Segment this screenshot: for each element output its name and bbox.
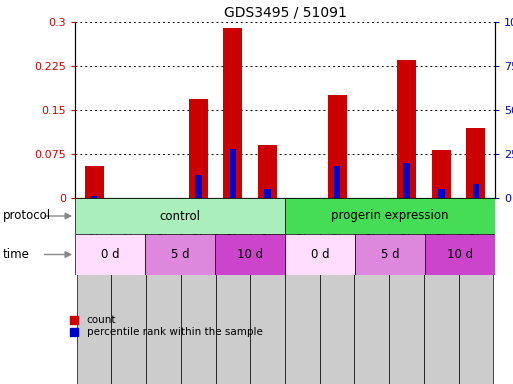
Bar: [425, 234, 495, 275]
Legend: count, percentile rank within the sample: count, percentile rank within the sample: [70, 315, 263, 337]
Bar: [397, 60, 416, 198]
Bar: [327, 95, 347, 198]
Bar: [189, 99, 208, 198]
Text: time: time: [3, 248, 29, 261]
Text: GSM255832: GSM255832: [402, 200, 411, 259]
Text: GSM255808: GSM255808: [193, 200, 203, 259]
Bar: [91, 196, 97, 198]
Bar: [459, 198, 494, 384]
Text: GSM255807: GSM255807: [159, 200, 168, 259]
Bar: [111, 198, 146, 384]
Text: control: control: [160, 210, 201, 222]
Text: GSM255833: GSM255833: [436, 200, 446, 259]
Bar: [215, 234, 285, 275]
Bar: [431, 150, 451, 198]
Bar: [258, 145, 277, 198]
Bar: [250, 198, 285, 384]
Bar: [215, 198, 250, 384]
Bar: [320, 198, 354, 384]
Text: GSM255834: GSM255834: [471, 200, 481, 259]
Text: GSM255809: GSM255809: [228, 200, 238, 259]
Text: GSM255774: GSM255774: [89, 200, 99, 259]
Bar: [145, 234, 215, 275]
Bar: [355, 234, 425, 275]
Bar: [285, 198, 320, 384]
Bar: [146, 198, 181, 384]
Bar: [472, 184, 479, 198]
Text: 5 d: 5 d: [381, 248, 399, 261]
Bar: [354, 198, 389, 384]
Bar: [403, 163, 410, 198]
Bar: [75, 198, 285, 234]
Bar: [334, 166, 341, 198]
Text: 5 d: 5 d: [171, 248, 189, 261]
Bar: [424, 198, 459, 384]
Bar: [285, 234, 355, 275]
Bar: [85, 166, 104, 198]
Text: 10 d: 10 d: [237, 248, 263, 261]
Bar: [75, 234, 145, 275]
Text: protocol: protocol: [3, 210, 51, 222]
Title: GDS3495 / 51091: GDS3495 / 51091: [224, 5, 346, 20]
Text: 0 d: 0 d: [311, 248, 329, 261]
Text: 10 d: 10 d: [447, 248, 473, 261]
Bar: [438, 189, 445, 198]
Bar: [285, 198, 495, 234]
Bar: [389, 198, 424, 384]
Bar: [181, 198, 215, 384]
Bar: [466, 127, 485, 198]
Text: GSM255831: GSM255831: [367, 200, 377, 259]
Text: progerin expression: progerin expression: [331, 210, 449, 222]
Bar: [223, 28, 243, 198]
Text: GSM255830: GSM255830: [332, 200, 342, 259]
Bar: [77, 198, 111, 384]
Text: GSM255828: GSM255828: [263, 200, 272, 259]
Text: GSM255806: GSM255806: [124, 200, 134, 259]
Text: 0 d: 0 d: [101, 248, 120, 261]
Bar: [264, 189, 271, 198]
Bar: [230, 149, 236, 198]
Text: GSM255829: GSM255829: [298, 200, 307, 259]
Bar: [195, 175, 202, 198]
